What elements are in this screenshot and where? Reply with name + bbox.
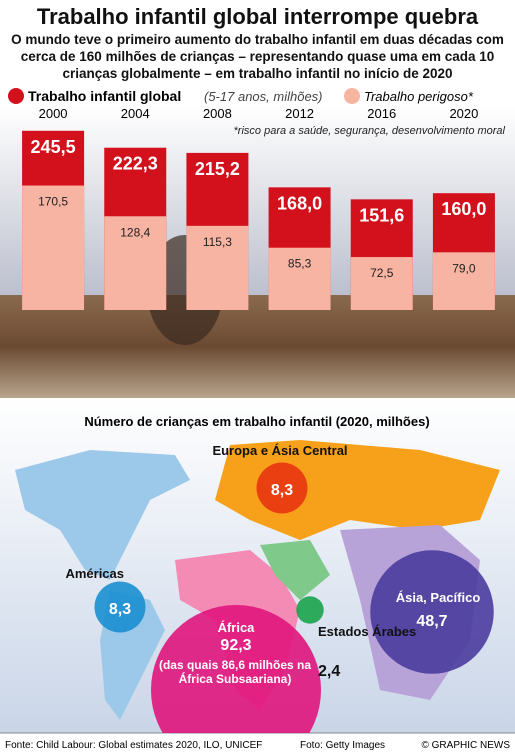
footer-credit: © GRAPHIC NEWS [422, 740, 511, 751]
bar [104, 216, 167, 310]
region-label: Estados Árabes [318, 624, 416, 639]
north-america [15, 450, 190, 580]
bar [432, 252, 495, 310]
value-label: 170,5 [38, 195, 68, 209]
region-label: Américas [65, 566, 124, 581]
value-label: 215,2 [195, 159, 240, 179]
value-label: 92,3 [220, 637, 251, 654]
x-tick-label: 2016 [367, 106, 396, 121]
bubble [370, 550, 494, 674]
region-label: Europa e Ásia Central [212, 443, 347, 458]
value-label: 168,0 [277, 193, 322, 213]
value-label: 128,4 [120, 225, 150, 239]
footer-photo: Foto: Getty Images [300, 740, 385, 751]
legend-label: Trabalho perigoso* [364, 89, 474, 104]
x-tick-label: 2012 [285, 106, 314, 121]
bar [22, 185, 85, 310]
value-label: 72,5 [370, 266, 394, 280]
value-label: 79,0 [452, 261, 476, 275]
legend-swatch [8, 88, 24, 104]
bubble [296, 596, 324, 624]
bubble [94, 581, 146, 633]
bubble [256, 462, 308, 514]
bar [268, 247, 331, 310]
bubbles [94, 462, 494, 733]
region-label: Ásia, Pacífico [396, 590, 481, 605]
value-label: 8,3 [271, 482, 293, 499]
value-label: 115,3 [203, 235, 232, 249]
subtitle: O mundo teve o primeiro aumento do traba… [11, 32, 504, 81]
footer-source: Fonte: Child Labour: Global estimates 20… [5, 740, 262, 751]
value-label: 222,3 [113, 154, 158, 174]
map-title: Número de crianças em trabalho infantil … [84, 414, 429, 429]
x-tick-label: 2008 [203, 106, 232, 121]
annotation: (das quais 86,6 milhões na África Subsaa… [158, 658, 312, 686]
legend-label: Trabalho infantil global [28, 88, 181, 104]
legend-swatch [344, 88, 360, 104]
bubble [151, 605, 321, 733]
value-label: 85,3 [288, 257, 312, 271]
x-tick-label: 2000 [39, 106, 68, 121]
legend-subtitle: (5-17 anos, milhões) [204, 89, 323, 104]
region-label: África [218, 620, 256, 635]
bar-background [0, 106, 515, 306]
title: Trabalho infantil global interrompe queb… [36, 4, 479, 29]
value-label: 48,7 [416, 613, 447, 630]
value-label: 160,0 [441, 199, 486, 219]
bar [186, 225, 249, 310]
photo [0, 295, 515, 398]
x-tick-label: 2020 [449, 106, 478, 121]
footnote: *risco para a saúde, segurança, desenvol… [234, 125, 506, 137]
value-label: 151,6 [359, 205, 404, 225]
value-label: 245,5 [31, 137, 76, 157]
value-label: 2,4 [318, 663, 340, 680]
arab-states [260, 540, 330, 600]
x-tick-label: 2004 [121, 106, 150, 121]
value-label: 8,3 [109, 601, 131, 618]
bar [350, 257, 413, 310]
